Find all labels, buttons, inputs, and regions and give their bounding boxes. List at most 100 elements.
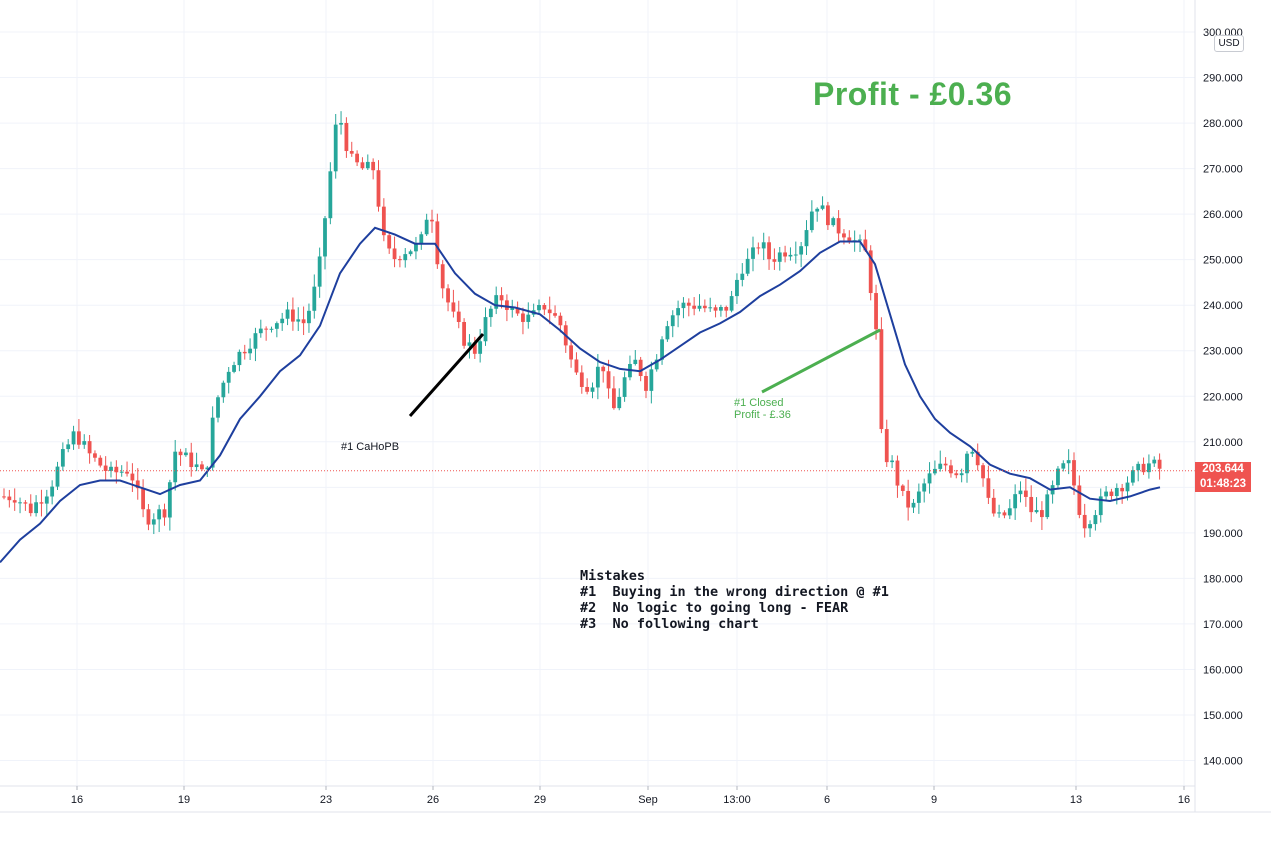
candle-body xyxy=(981,465,985,479)
time-tick-label: 6 xyxy=(824,794,830,806)
candle-body xyxy=(740,273,745,280)
candle-body xyxy=(349,151,354,154)
candle-body xyxy=(1002,512,1007,516)
candle-body xyxy=(868,250,873,294)
candle-body xyxy=(98,457,103,466)
candle-body xyxy=(515,307,520,314)
mistakes-note: Mistakes #1 Buying in the wrong directio… xyxy=(580,568,889,632)
chart-grid xyxy=(0,0,1195,786)
price-tick-label: 180.000 xyxy=(1203,573,1243,585)
time-tick-label: 23 xyxy=(320,794,332,806)
candle-body xyxy=(558,315,563,326)
candle-body xyxy=(456,311,461,322)
candle-body xyxy=(997,512,1001,514)
candle-body xyxy=(1157,459,1162,469)
candle-body xyxy=(906,490,911,508)
candle-body xyxy=(77,431,81,445)
candle-body xyxy=(1104,491,1108,497)
candle-body xyxy=(2,496,6,498)
candle-body xyxy=(39,502,44,504)
candle-body xyxy=(1130,470,1135,483)
candle-body xyxy=(467,342,472,346)
candle-body xyxy=(1056,468,1060,486)
candle-body xyxy=(1066,460,1071,464)
candle-body xyxy=(772,259,777,262)
candle-body xyxy=(119,471,124,473)
candle-body xyxy=(986,478,991,498)
candle-body xyxy=(1040,510,1044,518)
candle-body xyxy=(1007,508,1012,516)
candle-body xyxy=(189,452,194,468)
candle-body xyxy=(521,313,525,322)
candle-body xyxy=(419,234,424,244)
candle-body xyxy=(430,219,434,222)
candle-body xyxy=(317,256,322,287)
closed-annotation-line xyxy=(761,328,881,394)
candle-body xyxy=(745,258,750,274)
candle-body xyxy=(595,366,600,388)
candle-body xyxy=(799,246,804,255)
candle-body xyxy=(226,371,231,383)
candle-body xyxy=(28,503,33,514)
candle-body xyxy=(804,230,809,247)
price-tick-label: 290.000 xyxy=(1203,73,1243,85)
candle-body xyxy=(1018,490,1023,495)
candle-body xyxy=(729,296,734,311)
candle-body xyxy=(702,305,707,309)
candle-body xyxy=(681,302,686,309)
candle-body xyxy=(307,310,311,324)
candle-body xyxy=(1152,459,1157,464)
candle-body xyxy=(1034,510,1039,513)
candle-body xyxy=(847,237,852,243)
candlestick-series xyxy=(2,111,1162,538)
candle-body xyxy=(55,466,60,487)
candle-body xyxy=(660,339,664,360)
moving-average-line xyxy=(0,226,1161,564)
candle-body xyxy=(713,307,718,311)
candle-body xyxy=(793,254,798,256)
candle-body xyxy=(323,218,327,257)
candle-body xyxy=(414,243,418,252)
candle-body xyxy=(719,306,723,311)
time-tick-label: 16 xyxy=(1178,794,1190,806)
time-axis: 16 19 23 26 29 Sep 13:00 6 9 13 16 xyxy=(71,786,1190,806)
candle-body xyxy=(858,239,862,241)
last-price-value: 203.644 xyxy=(1202,463,1244,475)
candle-body xyxy=(274,323,279,329)
candle-body xyxy=(1077,485,1082,515)
candle-body xyxy=(505,300,509,310)
price-tick-label: 160.000 xyxy=(1203,664,1243,676)
candle-body xyxy=(488,308,493,318)
candle-body xyxy=(916,491,921,503)
time-tick-label: 16 xyxy=(71,794,83,806)
candle-body xyxy=(777,252,782,262)
candle-body xyxy=(638,359,643,377)
candle-body xyxy=(1147,463,1151,473)
candle-body xyxy=(1136,463,1141,471)
candle-body xyxy=(863,239,868,251)
candle-body xyxy=(237,351,242,366)
candle-body xyxy=(879,329,884,430)
candle-body xyxy=(483,317,488,342)
candle-body xyxy=(87,441,92,454)
candle-body xyxy=(328,171,333,219)
candle-body xyxy=(820,205,825,209)
candle-body xyxy=(408,251,413,255)
candle-body xyxy=(842,233,846,238)
candle-body xyxy=(1029,496,1034,513)
currency-badge[interactable]: USD xyxy=(1214,35,1244,52)
candle-body xyxy=(831,218,836,226)
candle-body xyxy=(280,318,285,324)
candle-body xyxy=(157,509,162,520)
price-tick-label: 250.000 xyxy=(1203,255,1243,267)
candle-body xyxy=(943,463,948,466)
candle-body xyxy=(60,449,65,467)
candle-body xyxy=(751,247,755,259)
candle-body xyxy=(836,218,841,234)
candle-body xyxy=(1141,463,1146,473)
candle-body xyxy=(12,500,17,503)
price-tick-label: 210.000 xyxy=(1203,437,1243,449)
candle-body xyxy=(542,305,547,310)
